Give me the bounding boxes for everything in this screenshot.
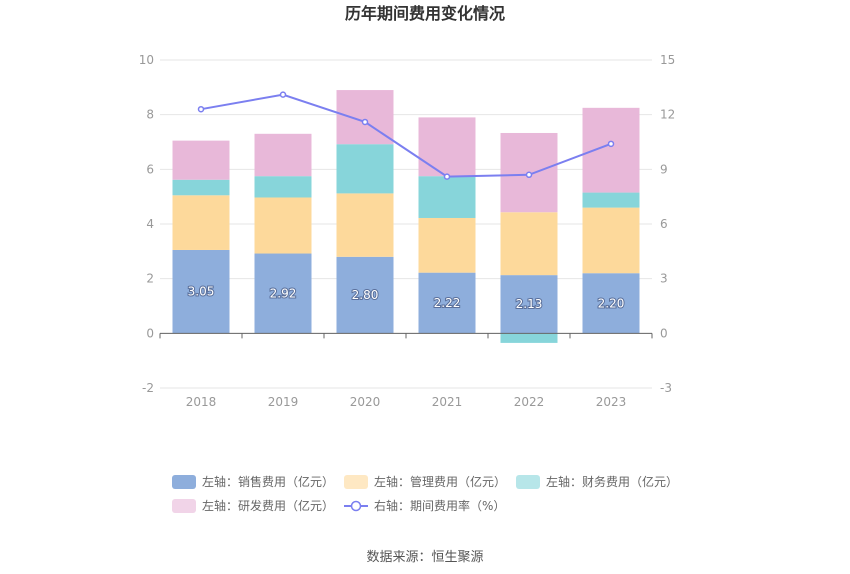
x-tick-label: 2021 xyxy=(432,395,463,409)
right-tick-label: 3 xyxy=(660,272,668,286)
bar-segment-1 xyxy=(500,275,558,334)
left-axis-ticks: -2 0 2 4 6 8 10 xyxy=(139,53,154,395)
bar-segment-4 xyxy=(418,117,476,177)
legend-swatch xyxy=(172,475,196,489)
bar-segment-3 xyxy=(336,144,394,194)
bar-data-label: 2.92 xyxy=(270,286,297,300)
grid xyxy=(160,59,652,389)
right-tick-label: 12 xyxy=(660,108,675,122)
legend: 左轴：销售费用（亿元） 左轴：管理费用（亿元） 左轴：财务费用（亿元） 左轴：研发费用… xyxy=(172,474,678,513)
left-tick-label: -2 xyxy=(142,381,154,395)
left-tick-label: 4 xyxy=(146,217,154,231)
bar-segment-4 xyxy=(582,107,640,193)
right-tick-label: -3 xyxy=(660,381,672,395)
bar-segment-1 xyxy=(172,249,230,334)
bar-segment-2 xyxy=(254,197,312,254)
bar-data-label: 2.80 xyxy=(352,288,379,302)
expense-ratio-point xyxy=(607,140,615,148)
bar-segment-2 xyxy=(418,217,476,273)
x-tick-label: 2018 xyxy=(186,395,217,409)
bar-segment-2 xyxy=(500,212,558,276)
legend-label: 左轴：销售费用（亿元） xyxy=(202,474,334,489)
legend-label: 右轴：期间费用率（%） xyxy=(374,498,505,513)
expense-ratio-polyline xyxy=(200,93,612,178)
left-tick-label: 6 xyxy=(146,162,154,176)
expense-ratio-point xyxy=(443,173,451,180)
right-tick-label: 9 xyxy=(660,162,668,176)
x-axis: 2018 2019 2020 2021 2022 2023 xyxy=(159,332,653,409)
legend-item: 左轴：财务费用（亿元） xyxy=(516,474,678,489)
legend-label: 左轴：管理费用（亿元） xyxy=(374,474,506,489)
bar-segment-2 xyxy=(582,207,640,274)
expense-ratio-point xyxy=(197,105,205,113)
bar-segment-4 xyxy=(172,140,230,180)
legend-item: 左轴：销售费用（亿元） xyxy=(172,474,334,489)
bar-segment-3 xyxy=(254,176,312,198)
x-tick-label: 2022 xyxy=(514,395,545,409)
source-label: 数据来源：恒生聚源 xyxy=(366,550,483,565)
legend-swatch xyxy=(344,475,368,489)
bar-segment-3 xyxy=(582,192,640,208)
legend-label: 左轴：研发费用（亿元） xyxy=(202,498,334,513)
bars: 3.05 2.92 2.80 2.22 2.13 2.20 xyxy=(172,90,640,343)
right-tick-label: 6 xyxy=(660,217,668,231)
expense-ratio-point xyxy=(279,91,287,98)
expense-ratio-line xyxy=(197,91,615,180)
legend-label: 左轴：财务费用（亿元） xyxy=(546,474,678,489)
expense-ratio-point xyxy=(361,118,369,126)
bar-data-label: 3.05 xyxy=(188,285,215,299)
left-tick-label: 2 xyxy=(146,272,154,286)
bar-data-label: 2.13 xyxy=(516,297,543,311)
bar-data-label: 2.20 xyxy=(598,296,625,310)
legend-item: 左轴：管理费用（亿元） xyxy=(344,474,506,489)
x-tick-label: 2019 xyxy=(268,395,299,409)
right-tick-label: 0 xyxy=(660,326,668,340)
bar-segment-2 xyxy=(172,195,230,250)
left-tick-label: 8 xyxy=(146,108,154,122)
bar-data-label: 2.22 xyxy=(434,296,461,310)
bar-segment-3 xyxy=(418,176,476,218)
legend-swatch xyxy=(516,475,540,489)
legend-swatch xyxy=(172,499,196,513)
legend-line-marker xyxy=(350,500,362,512)
bar-segment-2 xyxy=(336,193,394,257)
legend-item: 右轴：期间费用率（%） xyxy=(344,498,505,513)
bar-segment-1 xyxy=(582,273,640,334)
bar-segment-1 xyxy=(254,253,312,334)
right-axis-ticks: -3 0 3 6 9 12 15 xyxy=(660,53,675,395)
bar-segment-3 xyxy=(500,333,558,343)
bar-segment-3 xyxy=(172,179,230,196)
x-tick-label: 2023 xyxy=(596,395,627,409)
expense-ratio-point xyxy=(525,171,533,179)
bar-segment-4 xyxy=(254,133,312,177)
right-tick-label: 15 xyxy=(660,53,675,67)
left-tick-label: 10 xyxy=(139,53,154,67)
bar-segment-1 xyxy=(418,272,476,334)
chart-title: 历年期间费用变化情况 xyxy=(345,4,505,23)
left-tick-label: 0 xyxy=(146,326,154,340)
legend-item: 左轴：研发费用（亿元） xyxy=(172,498,334,513)
bar-segment-1 xyxy=(336,256,394,334)
x-tick-label: 2020 xyxy=(350,395,381,409)
